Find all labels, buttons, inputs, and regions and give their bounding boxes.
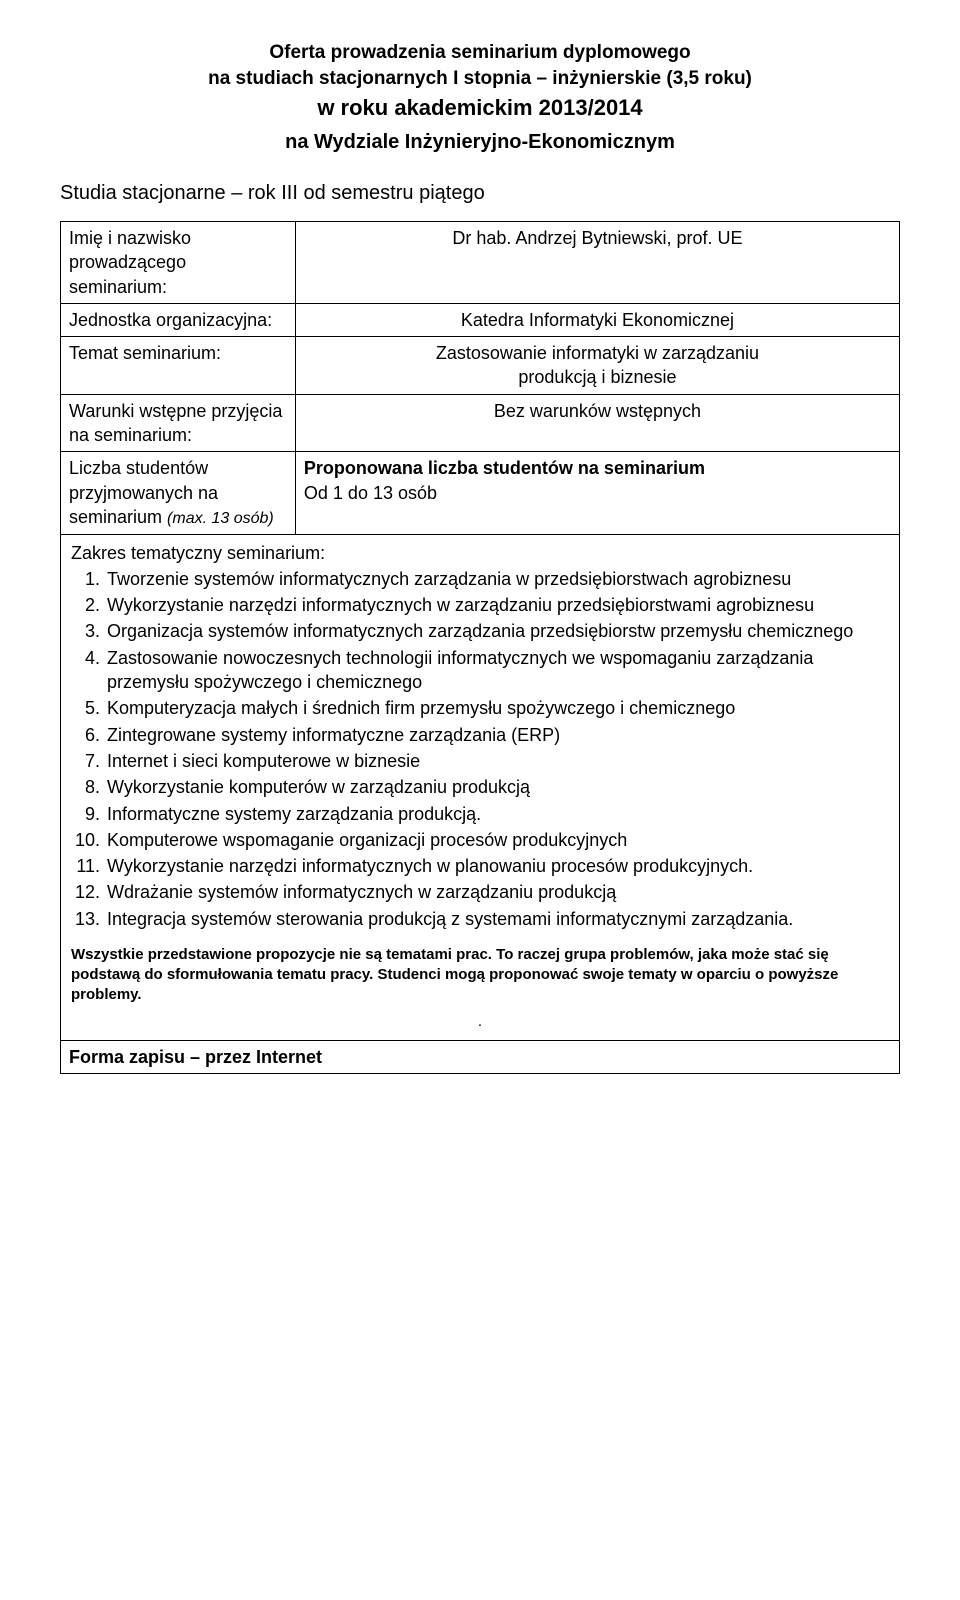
topic-list: Tworzenie systemów informatycznych zarzą… xyxy=(71,567,889,931)
row-label: Imię i nazwisko prowadzącego seminarium: xyxy=(61,221,296,303)
zakres-title: Zakres tematyczny seminarium: xyxy=(71,541,889,565)
table-row: Imię i nazwisko prowadzącego seminarium:… xyxy=(61,221,900,303)
row-value-line1: Proponowana liczba studentów na seminari… xyxy=(304,456,891,480)
table-row: Jednostka organizacyjna: Katedra Informa… xyxy=(61,303,900,336)
list-item: Zastosowanie nowoczesnych technologii in… xyxy=(105,646,889,695)
list-item: Wykorzystanie komputerów w zarządzaniu p… xyxy=(105,775,889,799)
header-line-4: na Wydziale Inżynieryjno-Ekonomicznym xyxy=(60,129,900,156)
table-row: Temat seminarium: Zastosowanie informaty… xyxy=(61,337,900,395)
list-item: Komputerowe wspomaganie organizacji proc… xyxy=(105,828,889,852)
row-value-line2: produkcją i biznesie xyxy=(304,365,891,389)
list-item: Internet i sieci komputerowe w biznesie xyxy=(105,749,889,773)
list-item: Wykorzystanie narzędzi informatycznych w… xyxy=(105,593,889,617)
row-value: Bez warunków wstępnych xyxy=(295,394,899,452)
dot: . xyxy=(71,1012,889,1032)
row-value-line2: Od 1 do 13 osób xyxy=(304,481,891,505)
row-label: Liczba studentów przyjmowanych na semina… xyxy=(61,452,296,534)
header-line-3: w roku akademickim 2013/2014 xyxy=(60,93,900,123)
row-value: Dr hab. Andrzej Bytniewski, prof. UE xyxy=(295,221,899,303)
row-value-line1: Zastosowanie informatyki w zarządzaniu xyxy=(304,341,891,365)
list-item: Tworzenie systemów informatycznych zarzą… xyxy=(105,567,889,591)
row-label-note: (max. 13 osób) xyxy=(167,510,274,527)
form-text: Forma zapisu – przez Internet xyxy=(61,1040,900,1073)
list-item: Organizacja systemów informatycznych zar… xyxy=(105,619,889,643)
list-item: Wykorzystanie narzędzi informatycznych w… xyxy=(105,854,889,878)
row-label: Warunki wstępne przyjęcia na seminarium: xyxy=(61,394,296,452)
list-item: Integracja systemów sterowania produkcją… xyxy=(105,907,889,931)
table-row: Liczba studentów przyjmowanych na semina… xyxy=(61,452,900,534)
form-row: Forma zapisu – przez Internet xyxy=(61,1040,900,1073)
table-row-zakres: Zakres tematyczny seminarium: Tworzenie … xyxy=(61,534,900,1040)
row-value: Katedra Informatyki Ekonomicznej xyxy=(295,303,899,336)
subheader: Studia stacjonarne – rok III od semestru… xyxy=(60,180,900,207)
list-item: Informatyczne systemy zarządzania produk… xyxy=(105,802,889,826)
table-row: Warunki wstępne przyjęcia na seminarium:… xyxy=(61,394,900,452)
header-line-1: Oferta prowadzenia seminarium dyplomoweg… xyxy=(60,40,900,66)
zakres-cell: Zakres tematyczny seminarium: Tworzenie … xyxy=(61,534,900,1040)
list-item: Wdrażanie systemów informatycznych w zar… xyxy=(105,880,889,904)
header-line-2: na studiach stacjonarnych I stopnia – in… xyxy=(60,66,900,92)
row-label: Jednostka organizacyjna: xyxy=(61,303,296,336)
document-header: Oferta prowadzenia seminarium dyplomoweg… xyxy=(60,40,900,156)
row-value: Proponowana liczba studentów na seminari… xyxy=(295,452,899,534)
list-item: Komputeryzacja małych i średnich firm pr… xyxy=(105,696,889,720)
list-item: Zintegrowane systemy informatyczne zarzą… xyxy=(105,723,889,747)
row-value: Zastosowanie informatyki w zarządzaniu p… xyxy=(295,337,899,395)
row-label: Temat seminarium: xyxy=(61,337,296,395)
info-table: Imię i nazwisko prowadzącego seminarium:… xyxy=(60,221,900,1074)
note-text: Wszystkie przedstawione propozycje nie s… xyxy=(71,945,889,1006)
